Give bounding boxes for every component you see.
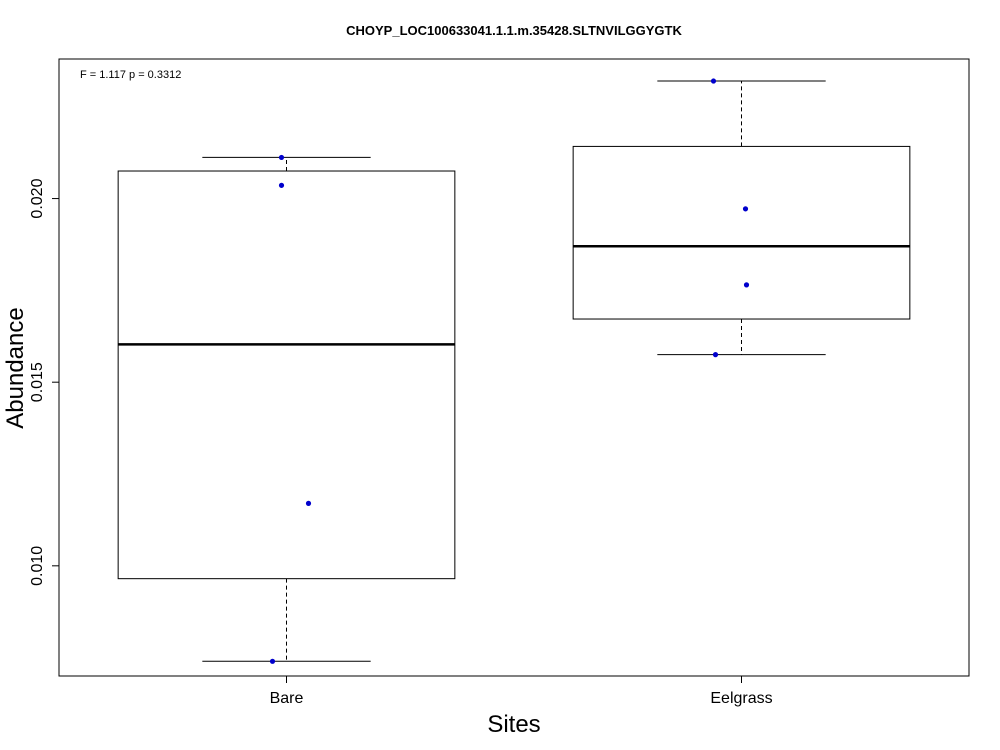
plot-frame [58, 58, 970, 677]
data-point-bare [269, 658, 276, 664]
x-axis-label: Sites [487, 711, 540, 738]
y-tick-label: 0.015 [29, 362, 46, 402]
data-point-eelgrass [712, 352, 719, 358]
data-point-eelgrass [743, 282, 750, 288]
plot-marks [117, 78, 911, 664]
data-point-eelgrass [742, 206, 749, 212]
data-point-bare [278, 182, 285, 188]
data-point-bare [278, 154, 285, 161]
box-bare [117, 154, 456, 664]
iqr-box-bare [117, 170, 456, 580]
x-axis: Bare Eelgrass [270, 676, 773, 707]
y-tick-label: 0.010 [29, 546, 46, 586]
data-point-eelgrass [710, 78, 717, 84]
stat-annotation: F = 1.117 p = 0.3312 [80, 69, 181, 81]
x-tick-label: Bare [270, 690, 304, 707]
y-axis-label: Abundance [2, 307, 29, 428]
data-point-bare [305, 500, 312, 506]
x-tick-label: Eelgrass [710, 690, 772, 707]
y-axis: 0.010 0.015 0.020 [29, 178, 59, 586]
y-tick-label: 0.020 [29, 178, 46, 218]
box-eelgrass [572, 78, 911, 358]
chart-title: CHOYP_LOC100633041.1.1.m.35428.SLTNVILGG… [346, 23, 682, 38]
iqr-box-eelgrass [572, 145, 911, 320]
